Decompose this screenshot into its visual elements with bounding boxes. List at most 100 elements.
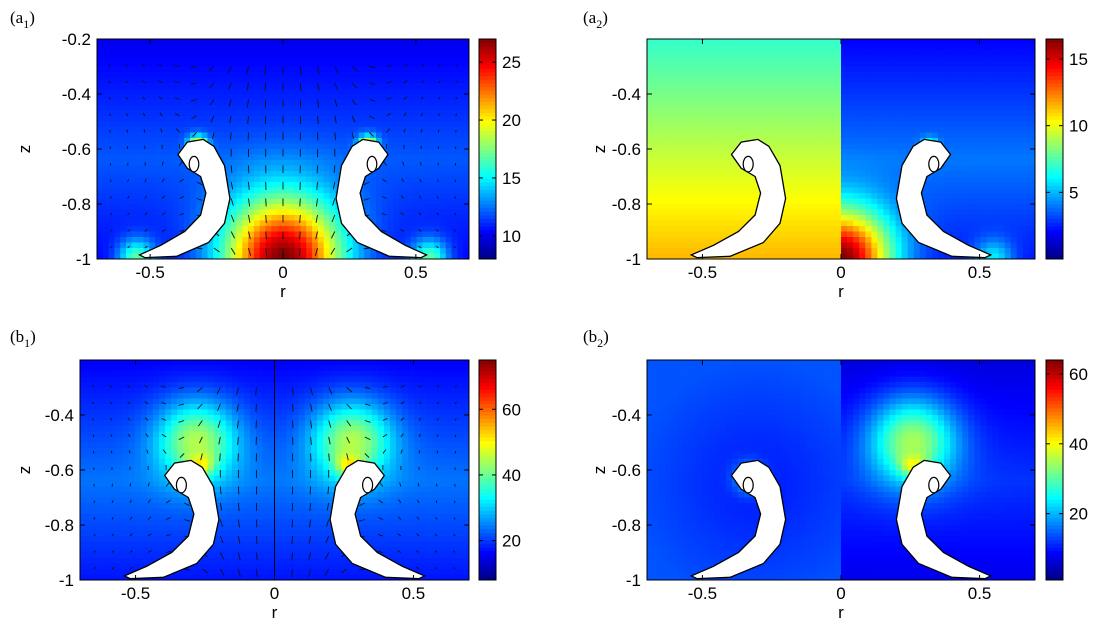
heat-cell <box>236 88 243 95</box>
heat-cell <box>323 66 331 73</box>
heat-cell <box>786 61 794 68</box>
heat-cell <box>925 83 933 90</box>
heat-cell <box>665 149 672 156</box>
heat-cell <box>259 204 267 211</box>
heat-cell <box>253 165 261 172</box>
heat-cell <box>294 182 302 189</box>
heat-cell <box>451 121 458 128</box>
heat-cell <box>399 66 406 73</box>
heat-cell <box>393 154 400 161</box>
heat-cell <box>822 94 830 101</box>
heat-cell <box>143 149 150 156</box>
heat-cell <box>410 83 418 90</box>
heat-cell <box>317 248 325 255</box>
heat-cell <box>907 132 915 139</box>
heat-cell <box>853 50 860 57</box>
heat-cell <box>944 182 951 189</box>
heat-cell <box>859 83 866 90</box>
heat-cell <box>253 66 261 73</box>
heat-cell <box>277 204 284 211</box>
heat-cell <box>950 105 957 112</box>
heat-cell <box>647 215 654 222</box>
heat-cell <box>798 176 806 183</box>
heat-cell <box>725 132 733 139</box>
heat-cell <box>889 39 897 46</box>
heat-cell <box>677 231 684 238</box>
heat-cell <box>329 116 336 123</box>
heat-cell <box>300 237 307 244</box>
heat-cell <box>114 121 121 128</box>
heat-cell <box>895 215 903 222</box>
heat-cell <box>253 127 261 134</box>
heat-cell <box>387 171 395 178</box>
heat-cell <box>160 110 168 117</box>
heat-cell <box>653 50 660 57</box>
heat-cell <box>422 121 429 128</box>
heat-cell <box>393 72 400 79</box>
heat-cell <box>859 204 866 211</box>
heat-cell <box>422 215 429 222</box>
heat-cell <box>283 253 290 259</box>
quiver-arrow <box>315 231 318 240</box>
heat-cell <box>428 253 435 259</box>
heat-cell <box>871 226 878 233</box>
heat-cell <box>665 165 672 172</box>
heat-cell <box>653 220 660 227</box>
heat-cell <box>701 143 709 150</box>
heat-cell <box>428 61 435 68</box>
quiver-arrow <box>317 82 320 91</box>
heat-cell <box>950 176 957 183</box>
heat-cell <box>725 220 733 227</box>
heat-cell <box>822 193 830 200</box>
heat-cell <box>665 171 672 178</box>
heat-cell <box>410 138 418 145</box>
heat-cell <box>659 44 666 51</box>
heat-cell <box>155 72 162 79</box>
heat-cell <box>131 83 139 90</box>
heat-cell <box>399 77 406 84</box>
quiver-arrow <box>381 229 387 232</box>
heat-cell <box>822 83 830 90</box>
colorbar-cell <box>479 83 496 88</box>
heat-cell <box>938 138 945 145</box>
heat-cell <box>236 132 243 139</box>
quiver-arrow <box>334 82 339 91</box>
heat-cell <box>865 99 872 106</box>
heat-cell <box>242 248 249 255</box>
heat-cell <box>931 110 939 117</box>
heat-cell <box>306 50 313 57</box>
heat-cell <box>786 209 794 216</box>
heat-cell <box>659 72 666 79</box>
heat-cell <box>294 193 302 200</box>
heat-cell <box>816 193 824 200</box>
heat-cell <box>131 220 139 227</box>
heat-cell <box>689 176 697 183</box>
heat-cell <box>312 55 319 62</box>
heat-cell <box>804 44 812 51</box>
heat-cell <box>750 99 757 106</box>
heat-cell <box>149 138 156 145</box>
heat-cell <box>405 61 412 68</box>
heat-cell <box>889 154 897 161</box>
heat-cell <box>925 99 933 106</box>
heat-cell <box>126 138 133 145</box>
heat-cell <box>780 132 788 139</box>
heat-cell <box>865 176 872 183</box>
heat-cell <box>768 132 775 139</box>
heat-cell <box>410 198 418 205</box>
heat-cell <box>719 209 727 216</box>
heat-cell <box>798 253 806 259</box>
heat-cell <box>457 176 464 183</box>
quiver-arrow <box>299 214 301 223</box>
heat-cell <box>323 50 331 57</box>
heat-cell <box>312 61 319 68</box>
heat-cell <box>889 143 897 150</box>
heat-cell <box>689 72 697 79</box>
heat-cell <box>859 215 866 222</box>
heat-cell <box>335 72 342 79</box>
heat-cell <box>756 83 763 90</box>
heat-cell <box>445 154 453 161</box>
heat-cell <box>683 61 691 68</box>
heat-cell <box>288 204 296 211</box>
